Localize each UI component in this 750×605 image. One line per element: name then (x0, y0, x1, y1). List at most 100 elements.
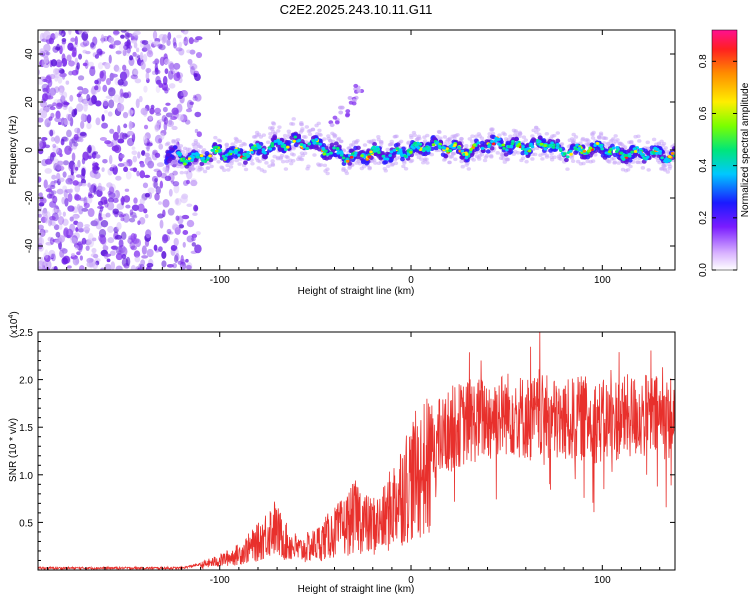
noise-point (147, 160, 155, 169)
noise-point (195, 51, 203, 59)
noise-point (117, 124, 121, 134)
noise-point (108, 36, 115, 44)
track-peak-point (263, 151, 267, 155)
track-halo-point (570, 159, 576, 163)
track-halo-point (667, 164, 673, 169)
noise-point (158, 138, 163, 144)
track-peak-point (181, 157, 186, 161)
spectrogram-x-ticks: -100 0 100 (47, 30, 661, 286)
noise-point (130, 245, 137, 251)
noise-point (158, 82, 164, 88)
noise-point (115, 50, 122, 55)
side-feature-point (332, 115, 338, 120)
noise-point (192, 212, 198, 217)
track-halo-point (237, 139, 242, 144)
noise-point (38, 48, 46, 55)
noise-point (43, 30, 51, 40)
track-halo-point (298, 130, 304, 134)
noise-point (140, 162, 145, 167)
track-core-point (503, 152, 509, 157)
track-halo-point (180, 149, 186, 154)
noise-point (165, 102, 171, 106)
track-halo-point (453, 157, 458, 162)
noise-point (112, 131, 119, 141)
noise-point (59, 88, 64, 96)
noise-point (57, 215, 65, 225)
noise-point (165, 112, 173, 118)
noise-point (38, 69, 41, 76)
noise-point (108, 154, 113, 165)
noise-point (179, 95, 185, 104)
track-halo-point (386, 164, 391, 168)
noise-point (144, 214, 149, 219)
track-halo-point (414, 152, 419, 156)
noise-point (108, 186, 115, 194)
track-halo-point (637, 139, 642, 143)
noise-point (185, 258, 189, 263)
noise-point (167, 70, 174, 80)
track-halo-point (659, 167, 664, 171)
colorbar-gradient (711, 29, 738, 271)
track-halo-point (198, 145, 203, 149)
track-halo-point (226, 168, 231, 172)
noise-point (78, 53, 83, 60)
noise-point (140, 107, 148, 116)
noise-point (162, 75, 168, 86)
track-halo-point (205, 166, 210, 170)
track-core-point (599, 149, 604, 155)
noise-point (130, 39, 138, 44)
noise-point (184, 119, 191, 125)
track-halo-point (285, 155, 290, 160)
track-halo-point (322, 163, 328, 168)
track-halo-point (183, 170, 189, 175)
track-halo-point (199, 167, 205, 171)
noise-point (54, 162, 62, 171)
track-halo-point (645, 140, 650, 145)
noise-point (139, 170, 146, 179)
track-halo-point (596, 135, 602, 140)
track-core-point (317, 138, 323, 143)
track-peak-point (212, 146, 217, 150)
noise-point (53, 224, 60, 231)
noise-point (101, 114, 105, 122)
noise-point (81, 237, 87, 245)
noise-point (147, 40, 154, 45)
noise-point (76, 221, 84, 229)
track-halo-point (442, 158, 447, 162)
snr-y-tick-label: 1.5 (19, 423, 33, 434)
track-peak-point (270, 144, 275, 148)
track-halo-point (376, 161, 382, 166)
noise-point (131, 68, 139, 77)
track-peak-point (632, 147, 637, 151)
track-halo-point (389, 139, 394, 144)
track-halo-point (442, 135, 448, 139)
noise-point (120, 34, 125, 39)
track-peak-point (582, 149, 587, 153)
noise-point (53, 180, 58, 184)
track-peak-point (422, 148, 426, 152)
noise-point (182, 241, 186, 248)
noise-point (106, 77, 111, 86)
noise-point (62, 218, 69, 226)
track-halo-point (537, 132, 542, 137)
track-core-point (321, 143, 327, 148)
noise-point (132, 51, 137, 57)
noise-point (50, 190, 57, 195)
noise-point (153, 156, 158, 161)
track-halo-point (255, 158, 261, 163)
track-peak-point (620, 155, 625, 159)
figure-title: C2E2.2025.243.10.11.G11 (280, 2, 433, 17)
noise-point (111, 73, 118, 78)
track-peak-point (521, 145, 525, 149)
track-peak-point (237, 153, 241, 157)
noise-point (44, 158, 53, 165)
noise-point (46, 122, 50, 128)
side-feature-point (352, 98, 357, 103)
track-halo-point (369, 139, 374, 144)
track-halo-point (343, 169, 349, 173)
track-peak-point (655, 151, 659, 155)
noise-point (142, 135, 148, 144)
spectrogram-y-label: Frequency (Hz) (8, 116, 19, 185)
noise-point (153, 180, 159, 189)
track-halo-point (301, 135, 307, 139)
